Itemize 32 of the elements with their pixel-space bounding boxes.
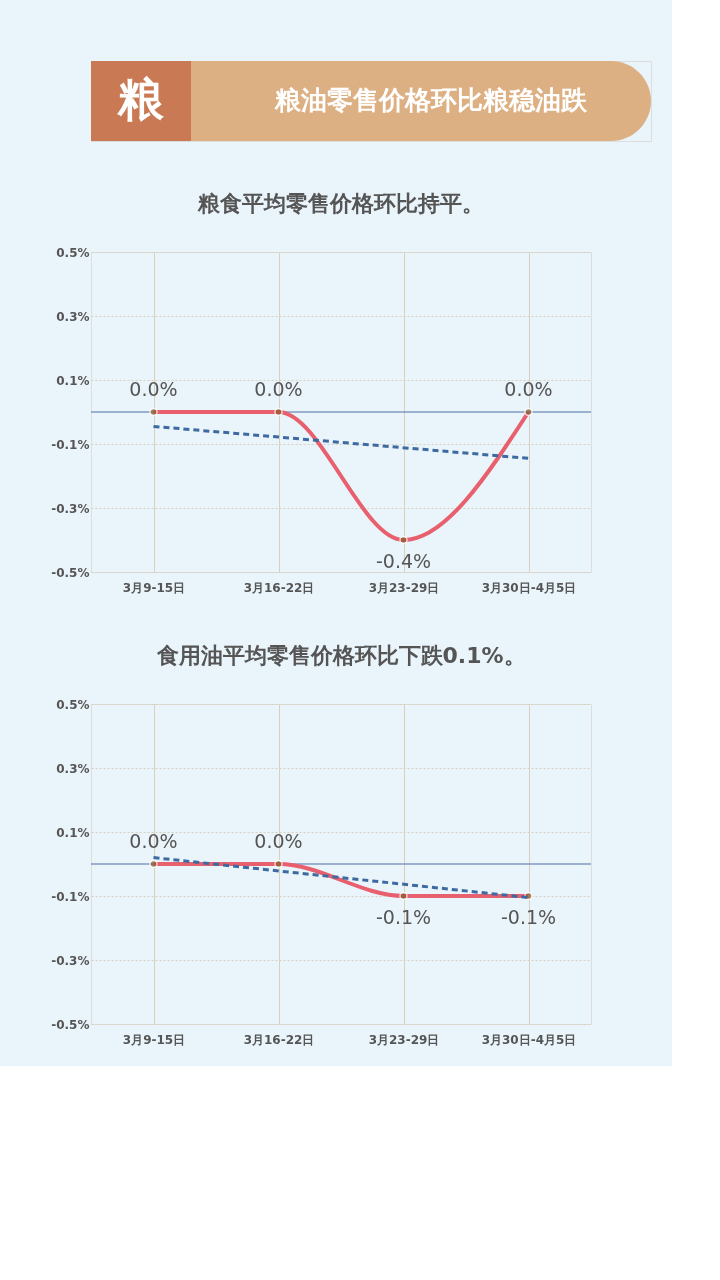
data-label: 0.0% (254, 378, 303, 400)
y-tick-label: 0.5% (56, 245, 90, 260)
y-tick-label: 0.1% (56, 825, 90, 840)
y-tick-label: 0.3% (56, 309, 90, 324)
text: 粮油零售价格环比粮稳油跌 (274, 85, 588, 115)
y-tick-label: -0.3% (51, 501, 90, 516)
x-tick-label: 3月23-29日 (368, 580, 440, 595)
data-label: 0.0% (129, 378, 178, 400)
text: 粮 (116, 72, 165, 126)
y-tick-label: -0.5% (51, 1017, 90, 1032)
data-label: 0.0% (129, 830, 178, 852)
x-tick-label: 3月9-15日 (122, 580, 186, 595)
data-label: -0.1% (375, 906, 432, 928)
x-tick-label: 3月23-29日 (368, 1032, 440, 1047)
data-label: 0.0% (504, 378, 553, 400)
y-tick-label: -0.1% (51, 889, 90, 904)
chart-title: 食用油平均零售价格环比下跌0.1%。 (155, 643, 526, 668)
data-label: -0.4% (375, 550, 432, 572)
y-tick-label: -0.3% (51, 953, 90, 968)
y-tick-label: 0.3% (56, 761, 90, 776)
y-tick-label: 0.5% (56, 697, 90, 712)
y-tick-label: -0.5% (51, 565, 90, 580)
x-tick-label: 3月30日-4月5日 (481, 580, 577, 595)
data-label: 0.0% (254, 830, 303, 852)
data-label: -0.1% (500, 906, 557, 928)
x-tick-label: 3月9-15日 (122, 1032, 186, 1047)
chart-title: 粮食平均零售价格环比持平。 (197, 191, 484, 216)
y-tick-label: 0.1% (56, 373, 90, 388)
y-tick-label: -0.1% (51, 437, 90, 452)
x-tick-label: 3月16-22日 (243, 580, 315, 595)
x-tick-label: 3月30日-4月5日 (481, 1032, 577, 1047)
x-tick-label: 3月16-22日 (243, 1032, 315, 1047)
